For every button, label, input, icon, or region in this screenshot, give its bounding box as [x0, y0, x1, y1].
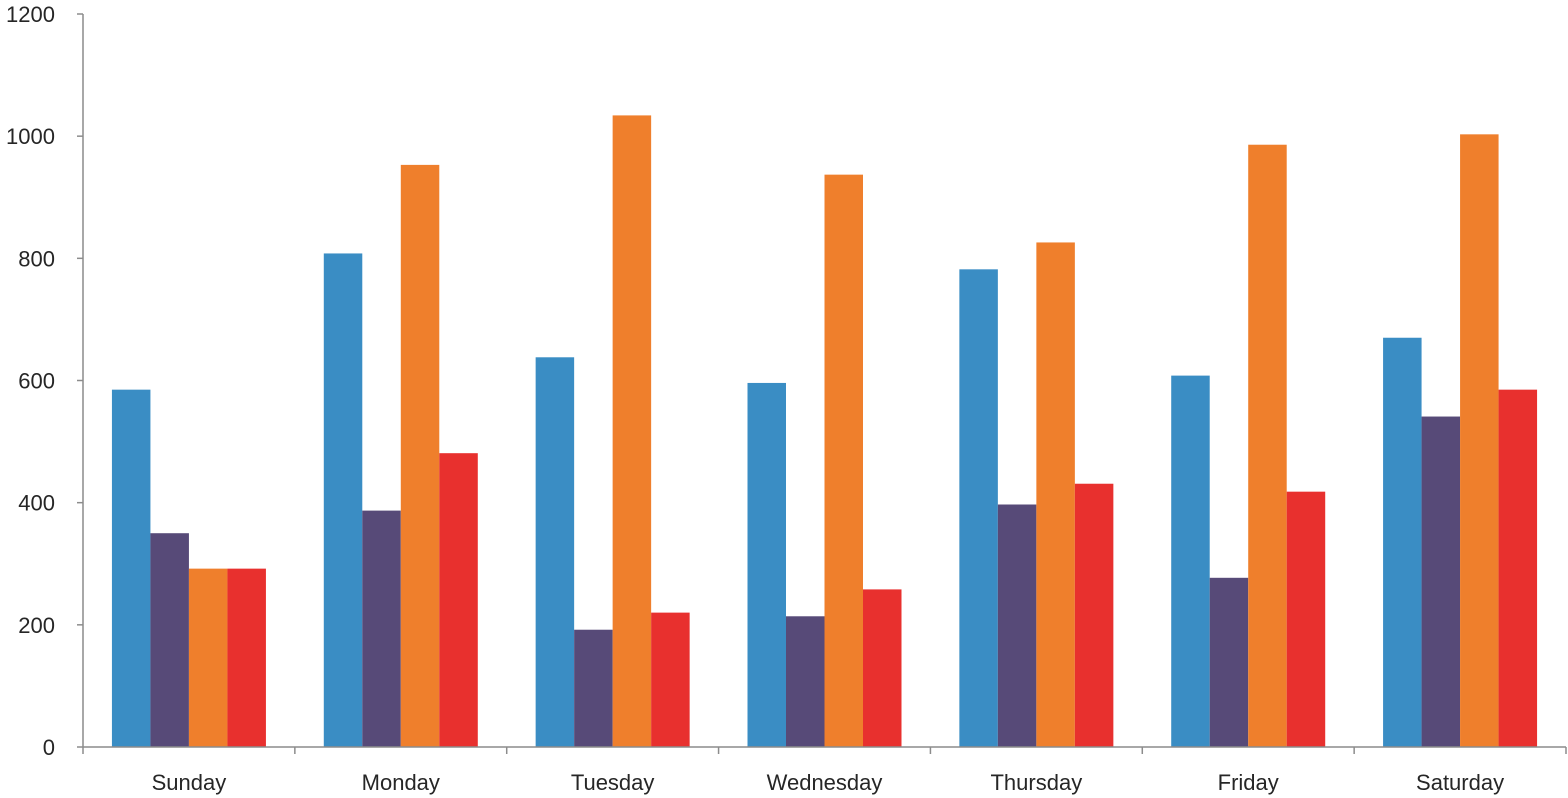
bar-sunday-series-2 [150, 533, 189, 747]
bars-layer [111, 115, 1538, 748]
bar-sunday-series-3 [188, 568, 228, 747]
bar-saturday-series-3 [1460, 134, 1499, 747]
y-tick-label-200: 200 [18, 613, 55, 638]
bar-monday-series-4 [439, 453, 478, 747]
bar-thursday-series-3 [1036, 242, 1075, 747]
bar-thursday-series-1 [959, 269, 998, 747]
bar-sunday-series-4 [227, 568, 266, 747]
bar-thursday-series-4 [1074, 483, 1114, 747]
x-tick-label-tuesday: Tuesday [571, 770, 655, 795]
x-tick-label-sunday: Sunday [152, 770, 227, 795]
x-tick-label-wednesday: Wednesday [767, 770, 883, 795]
bar-monday-series-2 [362, 510, 401, 747]
bar-saturday-series-4 [1498, 389, 1538, 747]
x-tick-label-friday: Friday [1218, 770, 1279, 795]
y-tick-label-1200: 1200 [6, 2, 55, 27]
x-tick-label-saturday: Saturday [1416, 770, 1504, 795]
bar-tuesday-series-1 [535, 357, 575, 747]
bar-monday-series-1 [323, 253, 363, 747]
ticks-layer [77, 13, 1567, 754]
bar-thursday-series-2 [997, 504, 1037, 747]
bar-tuesday-series-2 [574, 629, 613, 747]
bar-friday-series-3 [1248, 144, 1287, 748]
bar-wednesday-series-3 [824, 174, 863, 747]
bar-monday-series-3 [400, 164, 440, 747]
bar-saturday-series-1 [1383, 337, 1422, 747]
bar-friday-series-2 [1209, 577, 1249, 747]
bar-friday-series-1 [1171, 375, 1210, 747]
bar-wednesday-series-4 [863, 589, 902, 747]
y-tick-label-800: 800 [18, 246, 55, 271]
x-tick-label-thursday: Thursday [990, 770, 1082, 795]
bar-friday-series-4 [1286, 491, 1326, 747]
bar-tuesday-series-3 [612, 115, 652, 747]
bar-saturday-series-2 [1421, 416, 1461, 747]
y-tick-label-600: 600 [18, 369, 55, 394]
bar-sunday-series-1 [111, 389, 151, 747]
bar-wednesday-series-1 [747, 382, 786, 747]
y-tick-label-400: 400 [18, 491, 55, 516]
labels-layer: 0 200 400 600 800 1000 1200 Sunday Monday Tuesday… [6, 2, 1504, 795]
bar-tuesday-series-4 [651, 612, 690, 747]
y-tick-label-1000: 1000 [6, 124, 55, 149]
x-tick-label-monday: Monday [362, 770, 440, 795]
y-tick-label-0: 0 [43, 735, 55, 760]
bar-wednesday-series-2 [786, 616, 825, 747]
